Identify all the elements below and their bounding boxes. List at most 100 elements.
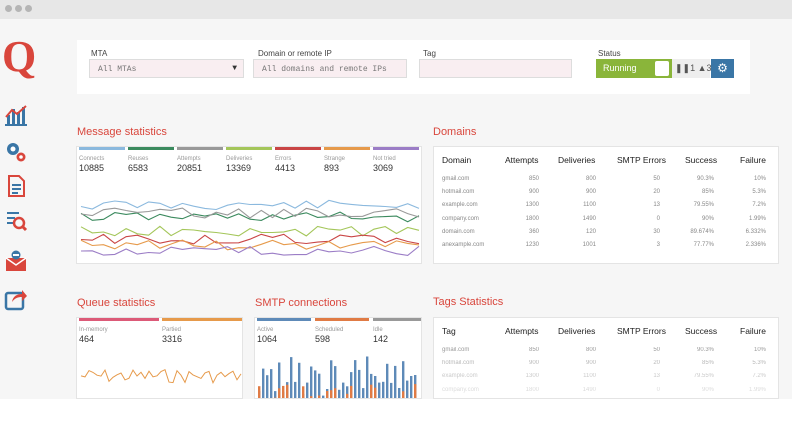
table-cell: 6.332% (745, 228, 766, 235)
smtp-bar (358, 369, 361, 398)
stat-partied: Partied 3316 (162, 318, 242, 354)
status-toggle[interactable] (655, 61, 669, 76)
smtp-bar (378, 382, 381, 398)
table-cell: 85% (701, 360, 714, 367)
stat-value: 598 (315, 334, 331, 344)
chart-icon[interactable] (4, 103, 28, 127)
smtp-bar (366, 356, 369, 398)
table-header[interactable]: Deliveries (558, 155, 596, 165)
table-cell: 1490 (582, 215, 596, 222)
smtp-bar (382, 381, 385, 398)
table-cell: example.com (442, 373, 478, 380)
mta-select-value: All MTAs (98, 65, 137, 74)
table-header[interactable]: Attempts (505, 326, 539, 336)
stat-strange: Strange 893 (324, 147, 370, 183)
pause-icon: ❚❚ (675, 63, 691, 73)
page-footer-space (0, 399, 792, 437)
series-line-errors (80, 233, 420, 245)
gears-icon[interactable] (4, 140, 28, 164)
stat-label: Attempts (177, 156, 201, 162)
table-header[interactable]: Tag (442, 326, 456, 336)
smtp-bar-scheduled (374, 387, 377, 398)
table-cell: 1800 (525, 215, 539, 222)
smtp-bar-scheduled (330, 390, 333, 398)
stat-label: Partied (162, 327, 182, 333)
table-header[interactable]: Attempts (505, 155, 539, 165)
stat-label: Scheduled (315, 327, 344, 333)
table-cell: 1300 (525, 373, 539, 380)
smtp-bar-scheduled (346, 393, 349, 398)
table-cell: 13 (653, 373, 660, 380)
smtp-bar (294, 381, 297, 398)
table-cell: 360 (528, 228, 539, 235)
table-header[interactable]: SMTP Errors (617, 326, 666, 336)
table-header[interactable]: Domain (442, 155, 472, 165)
mta-select[interactable]: All MTAs ▼ (89, 59, 244, 78)
stat-value: 10885 (79, 163, 105, 173)
stat-label: Active (257, 327, 274, 333)
smtp-bar-scheduled (334, 388, 337, 398)
smtp-bar (342, 382, 345, 398)
mail-icon[interactable] (4, 249, 28, 273)
table-cell: 10% (753, 176, 766, 182)
stat-value: 20851 (177, 163, 203, 173)
stat-value: 6583 (128, 163, 149, 173)
table-cell: 20 (653, 360, 660, 367)
window-dot-icon[interactable] (5, 5, 12, 12)
table-cell: company.com (442, 386, 479, 393)
smtp-bar (334, 366, 337, 398)
stat-idle: Idle 142 (373, 318, 421, 354)
table-cell: 2.336% (745, 242, 766, 248)
table-cell: 850 (528, 347, 539, 353)
smtp-bar (278, 362, 281, 398)
table-cell: 90% (701, 386, 714, 393)
smtp-bar-scheduled (302, 386, 305, 398)
table-cell: 850 (528, 176, 539, 182)
table-cell: 5.3% (752, 189, 766, 196)
table-cell: 7.2% (752, 202, 766, 209)
smtp-bar (322, 395, 325, 398)
stat-deliveries: Deliveries 13369 (226, 147, 272, 183)
smtp-bar (406, 380, 409, 398)
table-header[interactable]: Failure (740, 155, 766, 165)
stat-errors: Errors 4413 (275, 147, 321, 183)
stat-active: Active 1064 (257, 318, 311, 354)
domains-table: Domain Attempts Deliveries SMTP Errors Succe… (433, 146, 779, 264)
smtp-bar-scheduled (402, 391, 405, 398)
settings-gear-button[interactable]: ⚙ (711, 59, 734, 78)
table-cell: anexample.com (442, 242, 485, 248)
stat-scheduled: Scheduled 598 (315, 318, 369, 354)
share-icon[interactable] (4, 287, 28, 311)
stat-value: 3316 (162, 334, 183, 344)
document-icon[interactable] (4, 174, 28, 198)
table-cell: 800 (585, 347, 596, 353)
table-cell: 900 (528, 360, 539, 367)
queue-statistics-panel: In-memory 464 Partied 3316 (76, 317, 243, 399)
window-dot-icon[interactable] (25, 5, 32, 12)
table-cell: hotmail.com (442, 189, 475, 196)
warning-icon: ▲ (697, 63, 707, 73)
table-cell: 1100 (583, 202, 596, 209)
window-dot-icon[interactable] (15, 5, 22, 12)
tag-input[interactable] (419, 59, 572, 78)
smtp-bar (386, 363, 389, 398)
search-doc-icon[interactable] (4, 209, 28, 233)
series-line-not-tried (80, 245, 420, 256)
warning-count: 3 (706, 63, 712, 73)
queue-statistics-title: Queue statistics (77, 297, 156, 309)
table-header[interactable]: Failure (740, 326, 766, 336)
smtp-bar-scheduled (278, 388, 281, 398)
logo-icon[interactable]: Q (2, 32, 37, 81)
series-line-connects (80, 199, 420, 211)
table-cell: 5.3% (752, 360, 766, 367)
status-running-button[interactable]: Running (596, 59, 672, 78)
stat-reuses: Reuses 6583 (128, 147, 174, 183)
domain-input[interactable]: All domains and remote IPs (253, 59, 407, 78)
table-header[interactable]: Success (685, 326, 718, 336)
table-header[interactable]: Success (685, 155, 718, 165)
table-header[interactable]: SMTP Errors (617, 155, 666, 165)
table-cell: 900 (585, 189, 596, 196)
smtp-bar (362, 388, 365, 398)
series-line-reuses (80, 211, 420, 223)
table-header[interactable]: Deliveries (558, 326, 596, 336)
